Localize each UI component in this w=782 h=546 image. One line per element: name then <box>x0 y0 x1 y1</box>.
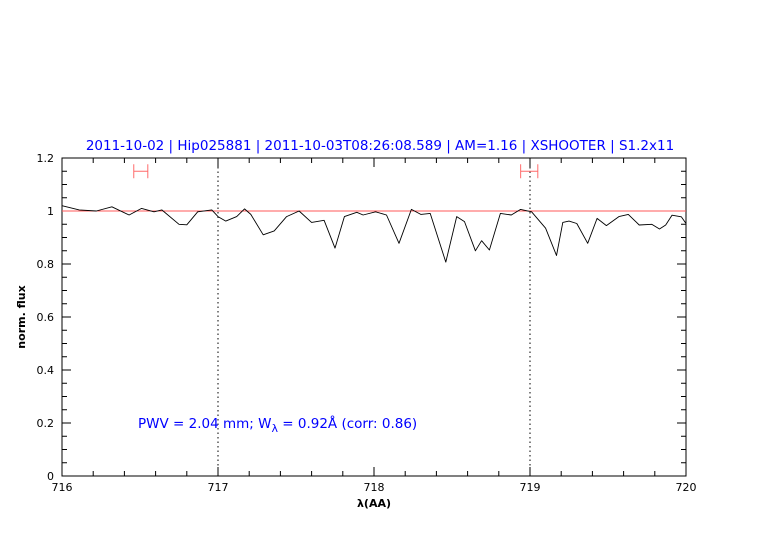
x-tick-label: 717 <box>208 481 229 494</box>
fit-range-marker <box>520 164 539 179</box>
fit-range-marker <box>133 164 149 179</box>
x-axis-label: λ(AA) <box>357 497 391 510</box>
y-tick-label: 0.4 <box>37 364 55 377</box>
y-axis-label: norm. flux <box>15 285 28 348</box>
x-tick-label: 720 <box>676 481 697 494</box>
y-tick-label: 1.2 <box>37 152 55 165</box>
x-tick-label: 719 <box>520 481 541 494</box>
y-tick-label: 0 <box>47 470 54 483</box>
y-tick-label: 0.6 <box>37 311 55 324</box>
chart-title: 2011-10-02 | Hip025881 | 2011-10-03T08:2… <box>86 138 674 154</box>
spectrum-line <box>61 205 687 263</box>
x-tick-label: 718 <box>364 481 385 494</box>
x-tick-label: 716 <box>52 481 73 494</box>
y-tick-label: 0.8 <box>37 258 55 271</box>
y-tick-label: 0.2 <box>37 417 55 430</box>
pwv-annotation: PWV = 2.04 mm; Wλ = 0.92Å (corr: 0.86) <box>138 415 417 435</box>
y-tick-label: 1 <box>47 205 54 218</box>
